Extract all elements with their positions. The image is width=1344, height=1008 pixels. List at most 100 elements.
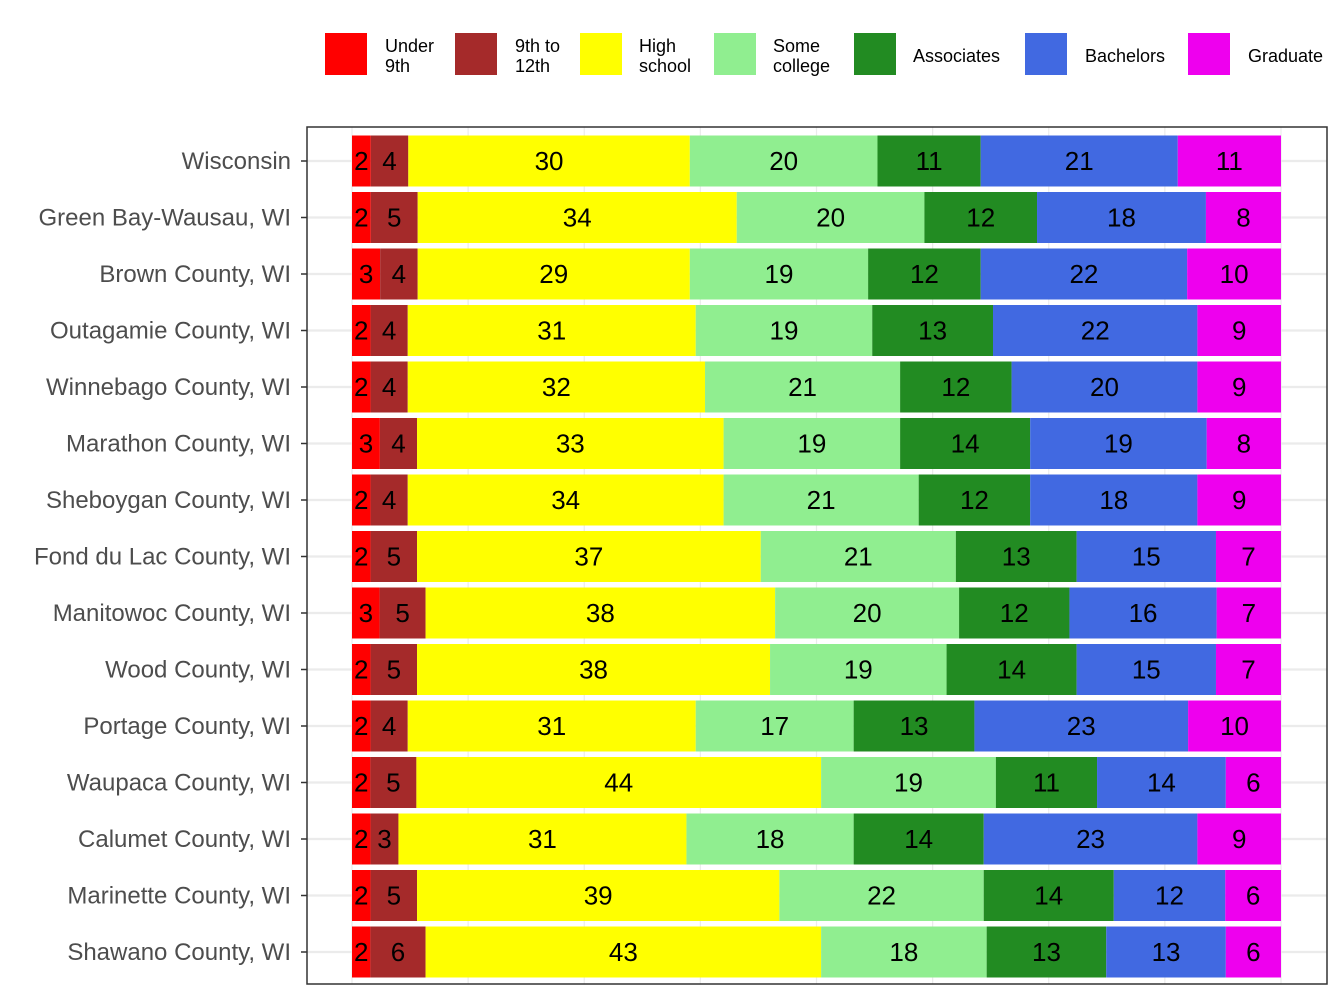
data-label: 8: [1237, 429, 1251, 459]
bar-segment-bachelors: [993, 305, 1198, 356]
data-label: 38: [579, 655, 608, 685]
bar-row-manitowoc-county-wi: 3 5 38 20 12 16 7: [352, 587, 1281, 639]
bar-row-calumet-county-wi: 2 3 31 18 14 23 9: [352, 813, 1281, 865]
legend-key: [580, 33, 622, 75]
bar-segment-9th-to-12th: [370, 644, 418, 695]
bar-segment-graduate: [1206, 418, 1281, 469]
bar-segment-bachelors: [1106, 926, 1226, 978]
bar-row-fond-du-lac-county-wi: 2 5 37 21 13 15 7: [352, 531, 1281, 582]
legend-key: [854, 33, 896, 75]
bar-segment-associates: [853, 700, 975, 752]
bar-segment-some-college: [723, 418, 901, 469]
bar-segment-9th-to-12th: [379, 418, 418, 469]
data-label: 9: [1232, 316, 1246, 346]
data-label: 31: [537, 316, 566, 346]
bar-segment-graduate: [1205, 192, 1281, 243]
bar-segment-bachelors: [980, 248, 1188, 300]
data-label: 15: [1132, 655, 1161, 685]
bar-row-brown-county-wi: 3 4 29 19 12 22 10: [352, 248, 1281, 300]
data-label: 16: [1129, 598, 1158, 628]
legend-item-bachelors: Bachelors: [1025, 33, 1165, 75]
data-label: 5: [386, 768, 400, 798]
data-label: 9: [1232, 824, 1246, 854]
y-tick-label: Manitowoc County, WI: [53, 600, 291, 627]
data-label: 5: [387, 542, 401, 572]
bar-segment-high-school: [408, 135, 690, 187]
bar-row-waupaca-county-wi: 2 5 44 19 11 14 6: [352, 757, 1281, 808]
plot-panel-border: [306, 126, 1328, 985]
data-label: 17: [760, 711, 789, 741]
bar-segment-bachelors: [983, 813, 1198, 865]
data-label: 14: [904, 824, 933, 854]
data-label: 44: [604, 768, 633, 798]
bar-segment-under-9th: [352, 418, 380, 469]
data-label: 18: [1099, 485, 1128, 515]
data-label: 12: [910, 259, 939, 289]
bar-segment-high-school: [417, 192, 737, 243]
y-tick-label: Winnebago County, WI: [46, 374, 291, 401]
bar-segment-graduate: [1216, 587, 1281, 639]
data-label: 8: [1236, 203, 1250, 233]
bar-segment-some-college: [736, 192, 925, 243]
bar-segment-associates: [986, 926, 1107, 978]
data-label: 39: [584, 881, 613, 911]
bar-segment-associates: [868, 248, 981, 300]
bar-segment-under-9th: [352, 870, 371, 921]
bar-segment-graduate: [1225, 870, 1281, 921]
data-label: 3: [359, 429, 373, 459]
data-label: 12: [960, 485, 989, 515]
bar-segment-graduate: [1188, 700, 1281, 752]
data-label: 5: [387, 203, 401, 233]
data-label: 22: [867, 881, 896, 911]
data-label: 7: [1241, 655, 1255, 685]
legend-label: High: [639, 36, 676, 56]
data-label: 19: [844, 655, 873, 685]
data-label: 18: [1107, 203, 1136, 233]
data-label: 2: [354, 372, 368, 402]
legend-key: [714, 33, 756, 75]
data-label: 2: [354, 768, 368, 798]
bar-segment-graduate: [1197, 813, 1281, 865]
y-tick-label: Marinette County, WI: [67, 883, 291, 910]
data-label: 13: [900, 711, 929, 741]
bar-segment-associates: [872, 305, 994, 356]
legend-label: Graduate: [1248, 46, 1323, 66]
bar-segment-high-school: [417, 644, 771, 695]
y-tick-label: Green Bay-Wausau, WI: [38, 205, 291, 232]
bar-segment-9th-to-12th: [370, 474, 408, 526]
bar-segment-graduate: [1187, 248, 1281, 300]
legend-key: [325, 33, 367, 75]
data-label: 2: [354, 485, 368, 515]
bar-segment-some-college: [686, 813, 854, 865]
bar-row-portage-county-wi: 2 4 31 17 13 23 10: [352, 700, 1281, 752]
data-label: 3: [359, 259, 373, 289]
data-label: 29: [539, 259, 568, 289]
data-label: 14: [1147, 768, 1176, 798]
bar-segment-some-college: [695, 305, 873, 356]
bar-segment-high-school: [417, 248, 690, 300]
data-label: 13: [918, 316, 947, 346]
data-label: 21: [807, 485, 836, 515]
bar-segment-bachelors: [1076, 531, 1216, 582]
bar-segment-bachelors: [980, 135, 1178, 187]
data-label: 14: [951, 429, 980, 459]
bar-row-outagamie-county-wi: 2 4 31 19 13 22 9: [352, 305, 1281, 356]
data-label: 7: [1241, 542, 1255, 572]
data-label: 20: [769, 146, 798, 176]
bar-segment-some-college: [775, 587, 960, 639]
data-label: 19: [894, 768, 923, 798]
data-label: 2: [354, 881, 368, 911]
bar-segment-some-college: [821, 926, 987, 978]
bar-segment-bachelors: [1076, 644, 1216, 695]
bar-segment-under-9th: [352, 305, 371, 356]
data-label: 22: [1081, 316, 1110, 346]
data-label: 10: [1220, 259, 1249, 289]
bar-segment-9th-to-12th: [370, 700, 408, 752]
data-label: 30: [535, 146, 564, 176]
bar-segment-associates: [877, 135, 981, 187]
data-label: 43: [609, 937, 638, 967]
data-label: 14: [1034, 881, 1063, 911]
bar-segment-associates: [983, 870, 1114, 921]
bar-segment-9th-to-12th: [370, 531, 418, 582]
